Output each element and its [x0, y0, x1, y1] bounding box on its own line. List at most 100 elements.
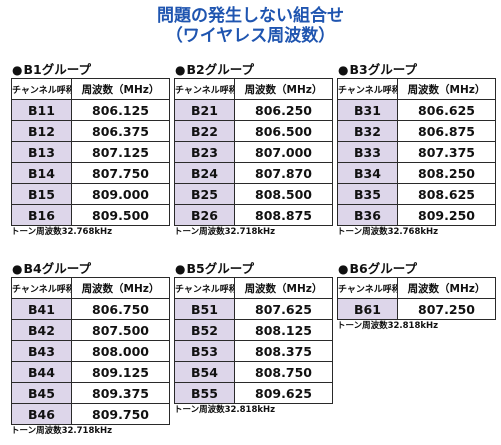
frequency-cell: 809.375: [71, 382, 170, 404]
table-row: B31 806.625: [337, 99, 496, 121]
channel-cell: B21: [174, 99, 235, 121]
group-b5: ●B5グループ チャンネル呼称 周波数（MHz） B51 807.625 B52 808.1…: [174, 262, 333, 416]
channel-cell: B35: [337, 183, 398, 205]
frequency-table: チャンネル呼称 周波数（MHz） B21 806.250 B22 806.500 B23 80…: [174, 78, 333, 226]
table-row: B35 808.625: [337, 183, 496, 205]
table-row: B53 808.375: [174, 340, 333, 362]
frequency-table: チャンネル呼称 周波数（MHz） B11 806.125 B12 806.375 B13 80…: [11, 78, 170, 226]
frequency-cell: 808.000: [71, 340, 170, 362]
table-row: B51 807.625: [174, 298, 333, 320]
header-frequency: 周波数（MHz）: [71, 78, 170, 100]
group-name: B3グループ: [349, 62, 417, 77]
table-header-row: チャンネル呼称 周波数（MHz）: [174, 78, 333, 100]
table-row: B54 808.750: [174, 361, 333, 383]
channel-cell: B12: [11, 120, 72, 142]
group-b1: ●B1グループ チャンネル呼称 周波数（MHz） B11 806.125 B12 806.3…: [11, 63, 170, 238]
frequency-cell: 807.870: [234, 162, 333, 184]
table-header-row: チャンネル呼称 周波数（MHz）: [337, 277, 496, 299]
header-frequency: 周波数（MHz）: [71, 277, 170, 299]
header-channel: チャンネル呼称: [337, 78, 398, 100]
header-frequency: 周波数（MHz）: [397, 78, 496, 100]
tone-frequency: トーン周波数32.718kHz: [174, 227, 276, 237]
channel-cell: B13: [11, 141, 72, 163]
frequency-cell: 806.625: [397, 99, 496, 121]
frequency-cell: 808.625: [397, 183, 496, 205]
channel-cell: B24: [174, 162, 235, 184]
group-heading: ●B4グループ: [12, 262, 169, 277]
tone-frequency: トーン周波数32.768kHz: [337, 227, 439, 237]
group-b2: ●B2グループ チャンネル呼称 周波数（MHz） B21 806.250 B22 806.5…: [174, 62, 333, 238]
tone-frequency: トーン周波数32.818kHz: [174, 405, 276, 415]
table-row: B24 807.870: [174, 162, 333, 184]
table-row: B14 807.750: [11, 162, 170, 184]
header-frequency: 周波数（MHz）: [397, 277, 496, 299]
channel-cell: B11: [11, 99, 72, 121]
group-heading: ●B5グループ: [175, 262, 332, 277]
frequency-cell: 806.250: [234, 99, 333, 121]
frequency-cell: 806.375: [71, 120, 170, 142]
frequency-cell: 808.875: [234, 204, 333, 226]
group-b3: ●B3グループ チャンネル呼称 周波数（MHz） B31 806.625 B32 806.8…: [337, 62, 496, 238]
frequency-cell: 808.750: [234, 361, 333, 383]
group-name: B5グループ: [186, 261, 254, 276]
frequency-cell: 809.750: [71, 403, 170, 425]
tone-frequency: トーン周波数32.818kHz: [337, 321, 439, 331]
table-header-row: チャンネル呼称 周波数（MHz）: [174, 277, 333, 299]
frequency-table: チャンネル呼称 周波数（MHz） B41 806.750 B42 807.500 B43 80…: [11, 277, 170, 425]
channel-cell: B31: [337, 99, 398, 121]
frequency-cell: 807.625: [234, 298, 333, 320]
frequency-cell: 808.250: [397, 162, 496, 184]
table-row: B34 808.250: [337, 162, 496, 184]
table-row: B36 809.250: [337, 204, 496, 226]
channel-cell: B43: [11, 340, 72, 362]
frequency-cell: 808.125: [234, 319, 333, 341]
channel-cell: B41: [11, 298, 72, 320]
header-channel: チャンネル呼称: [11, 277, 72, 299]
table-row: B55 809.625: [174, 382, 333, 404]
channel-cell: B36: [337, 204, 398, 226]
bullet-icon: ●: [175, 262, 186, 276]
table-row: B21 806.250: [174, 99, 333, 121]
table-row: B13 807.125: [11, 141, 170, 163]
header-channel: チャンネル呼称: [337, 277, 398, 299]
table-row: B22 806.500: [174, 120, 333, 142]
channel-cell: B44: [11, 361, 72, 383]
frequency-cell: 807.000: [234, 141, 333, 163]
table-row: B42 807.500: [11, 319, 170, 341]
bullet-icon: ●: [338, 262, 349, 276]
frequency-cell: 806.125: [71, 99, 170, 121]
frequency-cell: 808.500: [234, 183, 333, 205]
frequency-cell: 806.500: [234, 120, 333, 142]
table-row: B44 809.125: [11, 361, 170, 383]
group-name: B4グループ: [23, 261, 91, 276]
table-row: B52 808.125: [174, 319, 333, 341]
frequency-cell: 808.375: [234, 340, 333, 362]
bullet-icon: ●: [12, 262, 23, 276]
group-name: B2グループ: [186, 62, 254, 77]
frequency-cell: 806.750: [71, 298, 170, 320]
channel-cell: B61: [337, 298, 398, 320]
table-row: B45 809.375: [11, 382, 170, 404]
group-heading: ●B1グループ: [12, 63, 169, 78]
channel-cell: B52: [174, 319, 235, 341]
channel-cell: B33: [337, 141, 398, 163]
channel-cell: B34: [337, 162, 398, 184]
bullet-icon: ●: [175, 63, 186, 77]
table-header-row: チャンネル呼称 周波数（MHz）: [11, 277, 170, 299]
frequency-cell: 809.625: [234, 382, 333, 404]
page-title: 問題の発生しない組合せ: [157, 6, 344, 26]
frequency-cell: 809.000: [71, 183, 170, 205]
bullet-icon: ●: [12, 63, 23, 77]
channel-cell: B14: [11, 162, 72, 184]
table-row: B61 807.250: [337, 298, 496, 320]
table-row: B32 806.875: [337, 120, 496, 142]
channel-cell: B22: [174, 120, 235, 142]
table-row: B11 806.125: [11, 99, 170, 121]
group-name: B6グループ: [349, 261, 417, 276]
table-row: B46 809.750: [11, 403, 170, 425]
frequency-cell: 809.125: [71, 361, 170, 383]
table-row: B15 809.000: [11, 183, 170, 205]
channel-cell: B26: [174, 204, 235, 226]
channel-cell: B54: [174, 361, 235, 383]
frequency-cell: 807.500: [71, 319, 170, 341]
